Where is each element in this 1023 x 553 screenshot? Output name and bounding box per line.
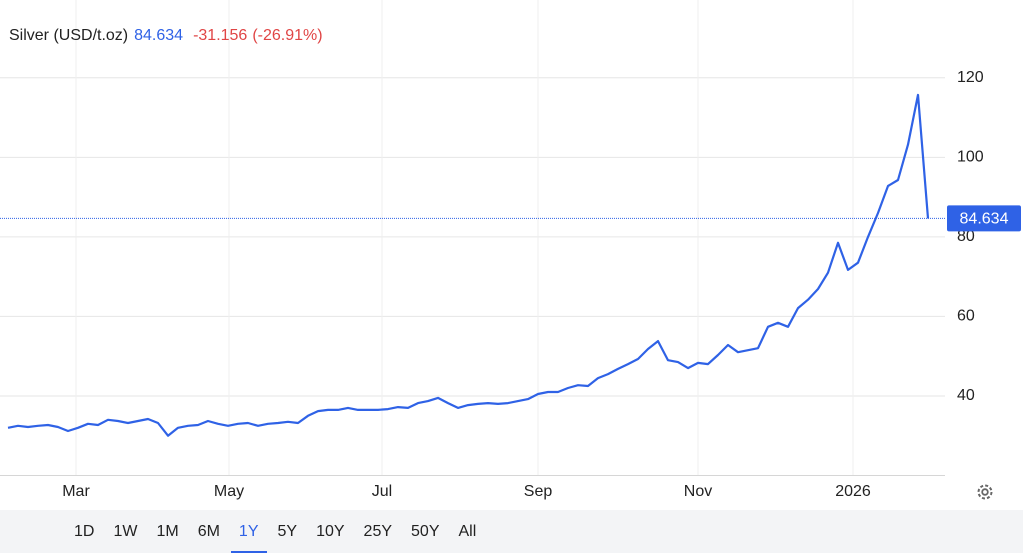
y-tick-label: 40 — [957, 387, 975, 404]
period-tab[interactable]: 1D — [74, 523, 95, 540]
period-tab[interactable]: All — [458, 523, 477, 540]
chart: Silver (USD/t.oz) 84.634 -31.156 (-26.91… — [0, 0, 1021, 500]
period-tabs: 1D 1W 1M 6M 1Y 5Y 10Y 25Y 50Y All — [0, 510, 1023, 553]
x-tick-label: Sep — [524, 483, 553, 500]
x-tick-label: Jul — [372, 483, 392, 500]
header-price: 84.634 — [134, 27, 183, 44]
settings-gear[interactable] — [977, 484, 993, 500]
header-change: -31.156 — [193, 27, 247, 44]
x-tick-label: May — [214, 483, 244, 500]
period-tab[interactable]: 6M — [197, 523, 220, 540]
last-price-box — [947, 205, 1021, 232]
y-tick-label: 60 — [957, 308, 975, 325]
period-tab[interactable]: 50Y — [411, 523, 440, 540]
y-tick-label: 100 — [957, 149, 984, 166]
x-tick-label: 2026 — [835, 483, 871, 500]
period-tab[interactable]: 1Y — [230, 510, 267, 553]
x-tick-label: Nov — [684, 483, 712, 500]
y-tick-label: 120 — [957, 69, 984, 86]
x-tick-label: Mar — [62, 483, 90, 500]
period-tab[interactable]: 5Y — [277, 523, 298, 540]
y-tick-label: 80 — [957, 228, 975, 245]
last-price-label: 84.634 — [960, 211, 1009, 228]
period-tab[interactable]: 25Y — [363, 523, 393, 540]
chart-title: Silver (USD/t.oz) — [9, 27, 128, 44]
period-tab[interactable]: 10Y — [316, 523, 345, 540]
header-change-percent: (-26.91%) — [252, 27, 322, 44]
period-tab[interactable]: 1W — [113, 523, 138, 540]
price-line — [7, 93, 930, 437]
period-tab[interactable]: 1M — [156, 523, 179, 540]
